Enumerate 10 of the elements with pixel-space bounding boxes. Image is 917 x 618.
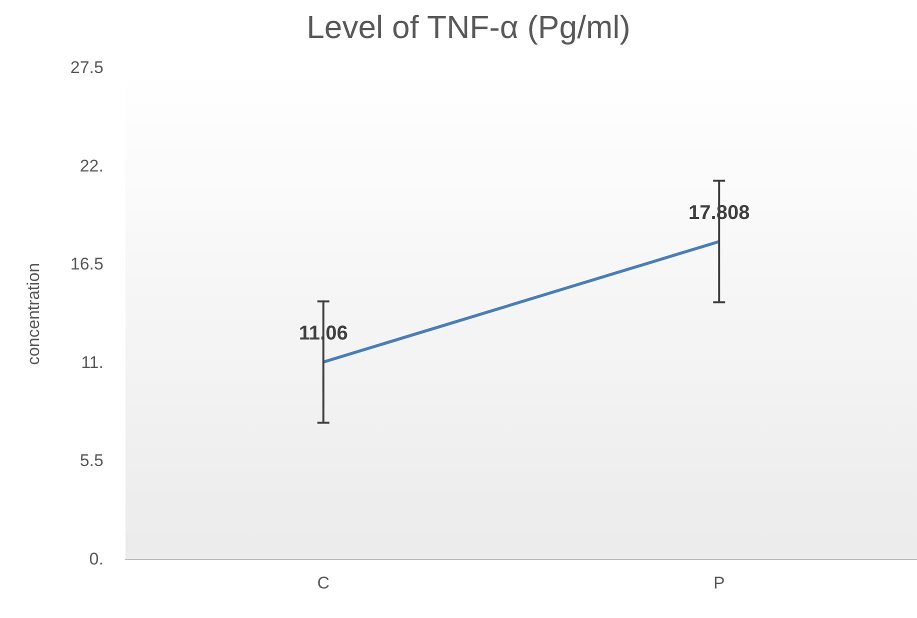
y-tick-label: 5.5 — [80, 451, 104, 470]
chart-title: Level of TNF-α (Pg/ml) — [306, 9, 630, 46]
y-tick-label: 27.5 — [70, 58, 104, 78]
y-tick-label: 0. — [89, 549, 104, 568]
y-axis-title: concentration — [24, 262, 43, 366]
y-tick-label: 11. — [81, 352, 104, 372]
y-tick-label: 16.5 — [70, 254, 104, 274]
x-tick-label: C — [317, 573, 330, 592]
y-tick-label: 22. — [80, 156, 104, 176]
x-tick-label: P — [713, 573, 725, 592]
